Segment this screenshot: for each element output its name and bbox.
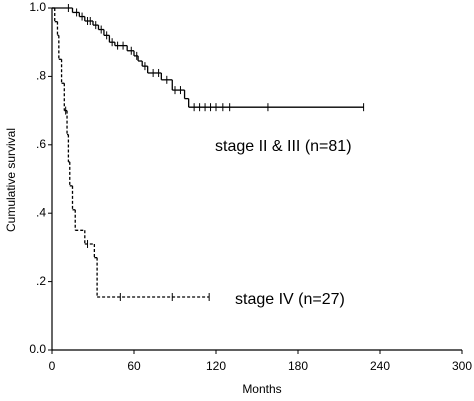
x-tick-label: 0: [49, 359, 56, 373]
x-tick-label: 180: [288, 359, 308, 373]
y-axis-label: Cumulative survival: [4, 128, 18, 232]
x-tick-label: 300: [452, 359, 472, 373]
x-tick-label: 120: [206, 359, 226, 373]
y-tick-label: .8: [36, 69, 46, 83]
x-tick-label: 240: [370, 359, 390, 373]
series-label: stage II & III (n=81): [215, 138, 352, 155]
y-tick-label: 0.0: [29, 342, 46, 356]
y-tick-label: .2: [36, 274, 46, 288]
x-axis-label: Months: [242, 382, 281, 396]
y-tick-label: .4: [36, 205, 46, 219]
y-tick-label: .6: [36, 137, 46, 151]
series-label: stage IV (n=27): [235, 291, 345, 308]
x-tick-label: 60: [127, 359, 141, 373]
y-tick-label: 1.0: [29, 0, 46, 14]
